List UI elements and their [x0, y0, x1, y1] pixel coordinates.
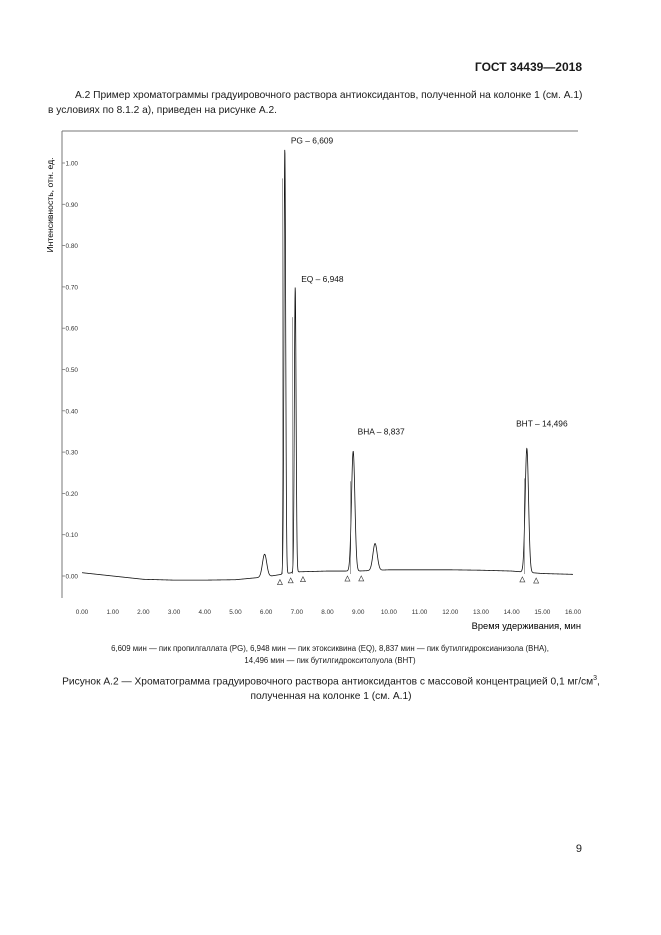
integration-mark-0: [276, 578, 283, 585]
y-tick-label-6: 0.60: [66, 326, 79, 333]
peak-label-2: BHA – 8,837: [358, 426, 405, 436]
figure-legend: 6,609 мин — пик пропилгаллата (PG), 6,94…: [40, 643, 620, 666]
integration-mark-1: [287, 577, 294, 584]
page-number: 9: [575, 843, 582, 855]
y-tick-label-4: 0.40: [66, 408, 79, 415]
legend-line-1: 6,609 мин — пик пропилгаллата (PG), 6,94…: [111, 644, 549, 653]
integration-mark-2: [299, 576, 306, 583]
x-tick-label-13: 13.00: [473, 609, 489, 616]
x-tick-label-4: 4.00: [199, 609, 212, 616]
x-tick-label-2: 2.00: [137, 609, 150, 616]
figure-caption: Рисунок А.2 — Хроматограмма градуировочн…: [20, 672, 642, 704]
y-axis-label: Интенсивность, отн. ед.: [45, 157, 55, 252]
y-tick-label-5: 0.50: [66, 367, 79, 374]
x-tick-label-5: 5.00: [229, 609, 242, 616]
x-tick-label-16: 16.00: [565, 609, 581, 616]
peak-label-group: PG – 6,609 EQ – 6,948 BHA – 8,837 BHT – 14,…: [291, 135, 568, 436]
peak-marker-group: [282, 178, 525, 574]
intro-line-1: А.2 Пример хроматограммы градуировочного…: [75, 90, 583, 101]
caption-superscript: 3: [593, 675, 598, 682]
y-tick-label-2: 0.20: [66, 491, 79, 498]
peak-label-3: BHT – 14,496: [516, 418, 568, 428]
integration-mark-4: [358, 575, 365, 582]
chromatogram-chart: 0.00 0.10 0.20 0.30 0.40 0.50 0.60 0.70 0.80 0.90…: [45, 130, 582, 631]
peak-label-1: EQ – 6,948: [301, 274, 344, 284]
x-tick-label-11: 11.00: [412, 609, 428, 616]
caption-line-1: Рисунок А.2 — Хроматограмма градуировочн…: [20, 672, 642, 690]
x-tick-label-9: 9.00: [352, 609, 365, 616]
y-tick-label-1: 0.10: [66, 532, 79, 539]
x-tick-label-14: 14.00: [504, 609, 520, 616]
x-tick-label-8: 8.00: [321, 609, 334, 616]
x-tick-label-1: 1.00: [106, 609, 119, 616]
y-tick-label-7: 0.70: [66, 284, 79, 291]
caption-line-1-end: ,: [597, 676, 600, 688]
peak-label-0: PG – 6,609: [291, 135, 334, 145]
x-tick-label-7: 7.00: [291, 609, 304, 616]
y-tick-label-10: 1.00: [66, 161, 79, 168]
y-tick-group: 0.00 0.10 0.20 0.30 0.40 0.50 0.60 0.70 0.80 0.90…: [62, 161, 78, 581]
caption-line-1-text: Рисунок А.2 — Хроматограмма градуировочн…: [62, 676, 594, 688]
document-code: ГОСТ 34439—2018: [474, 60, 582, 74]
x-tick-label-15: 15.00: [534, 609, 550, 616]
caption-line-2: полученная на колонке 1 (см. А.1): [250, 690, 412, 702]
integration-mark-6: [533, 577, 540, 584]
integration-mark-3: [344, 575, 351, 582]
integration-mark-5: [519, 576, 526, 583]
x-tick-group: 0.00 1.00 2.00 3.00 4.00 5.00 6.00 7.00 8.00 9.00…: [76, 609, 582, 616]
x-tick-label-6: 6.00: [260, 609, 273, 616]
x-tick-label-12: 12.00: [442, 609, 458, 616]
y-tick-label-0: 0.00: [66, 574, 79, 581]
y-tick-label-3: 0.30: [66, 450, 79, 457]
x-tick-label-0: 0.00: [76, 609, 89, 616]
chromatogram-trace: [81, 149, 574, 581]
y-tick-label-9: 0.90: [66, 202, 79, 209]
y-tick-label-8: 0.80: [66, 243, 79, 250]
x-tick-label-3: 3.00: [168, 609, 181, 616]
x-axis-label: Время удерживания, мин: [472, 621, 581, 631]
integration-marker-group: [276, 575, 540, 585]
intro-line-2: в условиях по 8.1.2 а), приведен на рису…: [48, 104, 277, 116]
legend-line-2: 14,496 мин — пик бутилгидрокситолуола (В…: [244, 655, 416, 665]
x-tick-label-10: 10.00: [381, 609, 397, 616]
intro-paragraph: А.2 Пример хроматограммы градуировочного…: [48, 89, 588, 118]
